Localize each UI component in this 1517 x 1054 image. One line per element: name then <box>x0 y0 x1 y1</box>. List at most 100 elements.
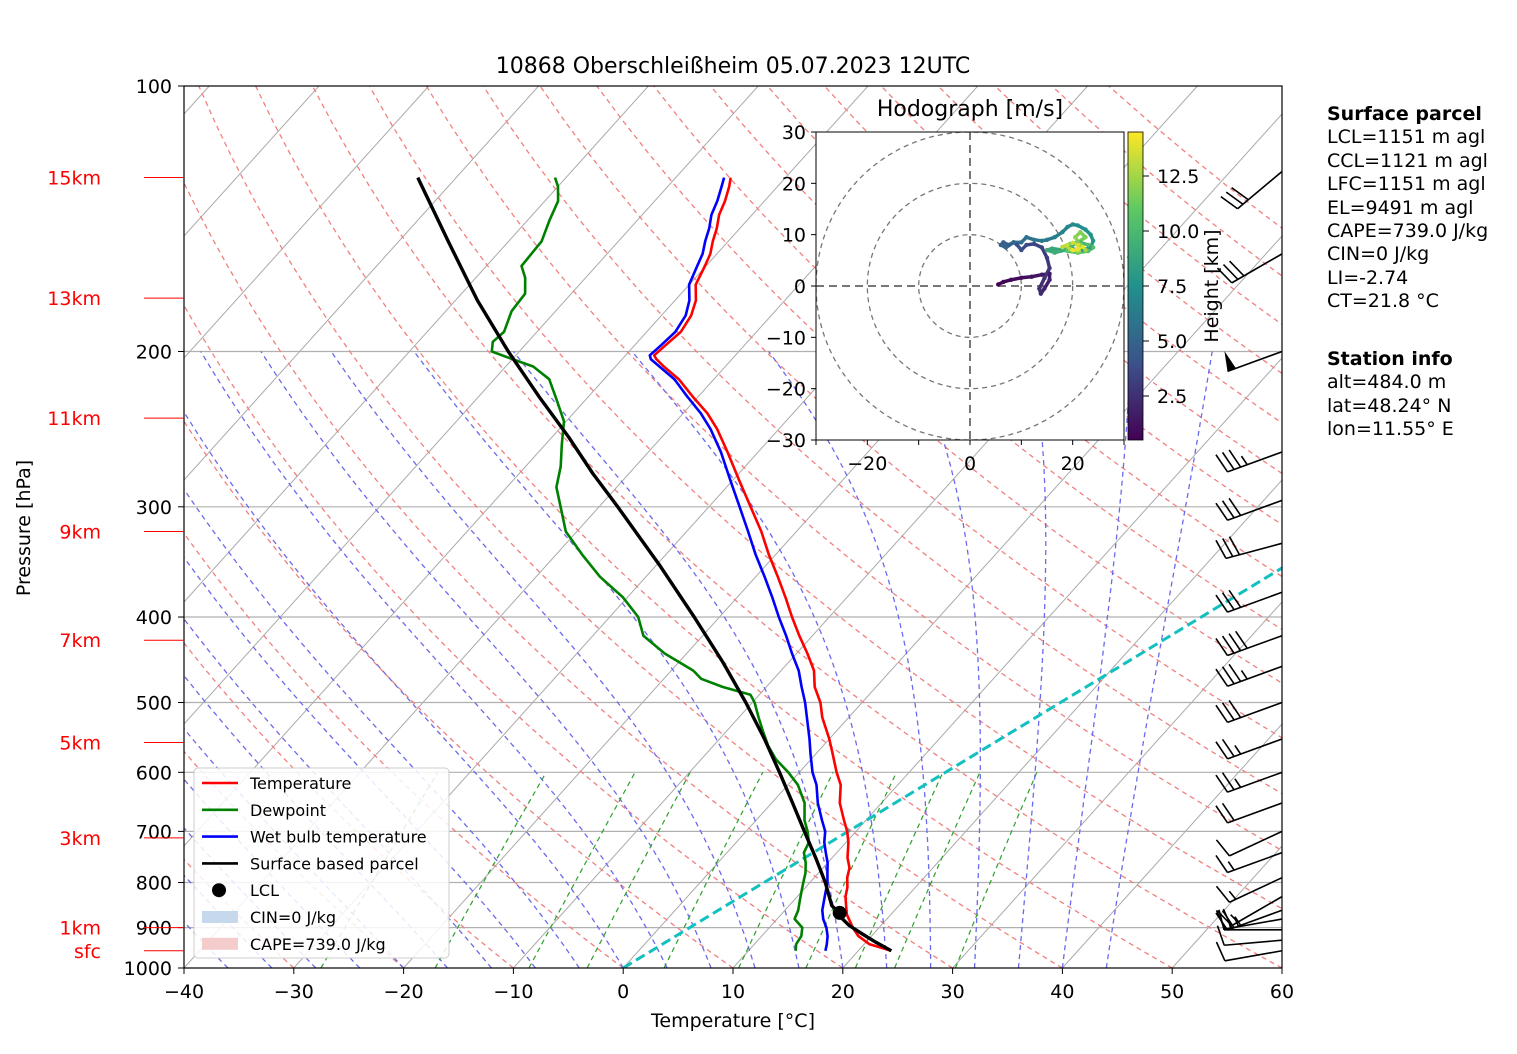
mixing-ratio-line <box>434 771 547 968</box>
hodograph-point <box>1019 247 1024 253</box>
lcl-layer <box>832 905 847 920</box>
wind-barb <box>1215 589 1283 613</box>
wind-barb <box>1215 663 1283 687</box>
isotherm-line <box>184 86 649 603</box>
hodograph-point <box>1042 286 1047 291</box>
legend-label: Dewpoint <box>250 801 326 820</box>
dry-adiabat <box>184 420 734 968</box>
series-dewpoint-line <box>490 177 811 951</box>
barb-full <box>1216 910 1233 927</box>
hodograph-point <box>1029 274 1034 279</box>
mixing-ratio-line <box>805 772 898 968</box>
wind-barb <box>1215 449 1283 473</box>
barb-full <box>1215 941 1226 962</box>
hodograph-point <box>1031 241 1037 247</box>
y-tick-label: 700 <box>136 821 172 843</box>
hodograph-point <box>1008 277 1014 283</box>
height-tick-label: 5km <box>59 732 101 754</box>
wind-barb <box>1215 876 1283 903</box>
barb-staff <box>1227 851 1283 874</box>
barb-full <box>1215 741 1229 760</box>
hodograph-point <box>1052 235 1057 240</box>
barb-half <box>1227 861 1235 871</box>
hodograph-point <box>998 242 1003 248</box>
wind-barb <box>1224 350 1283 373</box>
x-tick-label: −20 <box>384 981 424 1003</box>
legend-box <box>193 767 450 959</box>
hodograph-point <box>1044 237 1050 242</box>
hodograph-point <box>1001 279 1006 285</box>
mixing-ratio-line <box>894 772 981 968</box>
barb-full <box>1222 538 1234 557</box>
legend-label: Temperature <box>249 774 351 793</box>
x-tick-label: −30 <box>274 981 314 1003</box>
barb-half <box>1240 455 1248 466</box>
wind-barb <box>1215 700 1283 724</box>
barb-staff <box>1227 738 1283 760</box>
barb-staff <box>1227 350 1283 373</box>
mixing-ratio-line <box>586 772 691 968</box>
hodograph-point <box>1085 242 1091 248</box>
barb-full <box>1215 912 1229 931</box>
background-reference-lines <box>184 86 1282 968</box>
wind-barb <box>1216 925 1283 947</box>
barb-full <box>1221 772 1235 791</box>
isotherm-line <box>732 357 1282 968</box>
barb-pennant <box>1224 351 1236 372</box>
hodograph-point <box>1011 240 1016 245</box>
hodograph-x-tick-label: 0 <box>964 453 976 475</box>
barb-full <box>1221 702 1235 721</box>
hodograph-point <box>1047 265 1052 271</box>
barb-staff <box>1227 771 1283 793</box>
barb-staff <box>1227 451 1283 473</box>
x-tick-label: 10 <box>721 981 745 1003</box>
isotherm-line <box>842 479 1282 968</box>
barb-staff <box>1227 665 1283 687</box>
dry-adiabat <box>255 86 1173 968</box>
barb-full <box>1216 267 1233 284</box>
hodograph-x-tick-label: 20 <box>1061 453 1085 475</box>
hodograph-y-tick-label: 20 <box>782 173 806 195</box>
wind-barb <box>1215 497 1283 521</box>
profile-lines <box>416 176 893 953</box>
hodograph-point <box>1024 235 1029 240</box>
moist-adiabat <box>413 351 800 968</box>
hodograph-point <box>1019 275 1024 280</box>
surface-parcel-heading: Surface parcel <box>1327 103 1482 125</box>
hodograph-point <box>1038 291 1044 296</box>
colorbar-tick-label: 12.5 <box>1157 166 1199 188</box>
chart-title: 10868 Oberschleißheim 05.07.2023 12UTC <box>496 54 971 79</box>
mixing-ratio-line <box>528 772 636 968</box>
barb-staff <box>1231 253 1283 284</box>
barb-full <box>1221 451 1235 470</box>
x-tick-label: −10 <box>493 981 533 1003</box>
hodograph-point <box>1075 223 1081 228</box>
barb-staff <box>1224 939 1283 947</box>
series-temperature-line <box>652 177 892 953</box>
x-tick-label: 60 <box>1270 981 1294 1003</box>
barb-staff <box>1229 876 1283 903</box>
moist-adiabat <box>330 351 756 968</box>
barb-staff <box>1227 499 1283 521</box>
x-tick-label: 40 <box>1050 981 1074 1003</box>
station-lon: lon=11.55° E <box>1327 418 1454 441</box>
height-tick-label: 1km <box>59 918 101 940</box>
isotherm-line <box>184 86 759 725</box>
barb-full <box>1225 191 1244 205</box>
parcel-cin: CIN=0 J/kg <box>1327 243 1430 266</box>
colorbar-ticks: 2.5 5.0 7.5 10.0 12.5 <box>1143 166 1199 408</box>
hodograph-point <box>1039 272 1045 277</box>
barb-half <box>1228 890 1237 900</box>
hodograph-point <box>1015 242 1020 248</box>
mixing-ratio-line <box>663 772 764 968</box>
hodograph-y-tick-label: 0 <box>794 276 806 298</box>
dry-adiabat <box>184 181 953 968</box>
x-tick-label: 50 <box>1160 981 1184 1003</box>
barb-full <box>1221 666 1235 685</box>
barb-full <box>1220 196 1239 210</box>
wind-barb <box>1215 536 1283 560</box>
barb-full <box>1215 502 1229 521</box>
barb-staff <box>1227 701 1283 724</box>
